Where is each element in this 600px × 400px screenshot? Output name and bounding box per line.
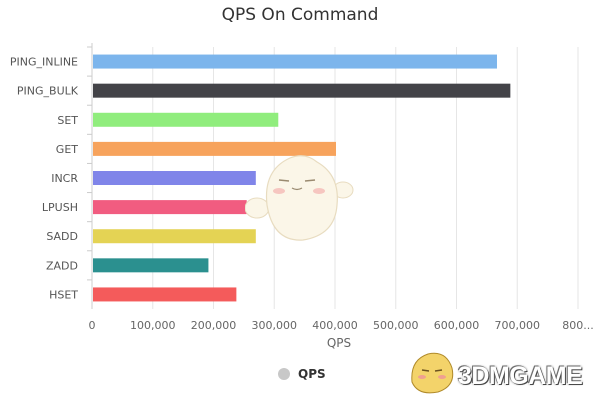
bar — [93, 200, 247, 215]
y-category-label: PING_INLINE — [10, 56, 78, 69]
x-tick-label: 400,000 — [312, 319, 358, 332]
y-category-label: INCR — [51, 172, 78, 185]
bar — [93, 258, 209, 273]
mascot-image — [245, 155, 354, 241]
bars — [93, 54, 511, 302]
x-tick-label: 300,000 — [252, 319, 298, 332]
y-category-label: ZADD — [46, 259, 78, 272]
bar — [93, 112, 279, 127]
legend-label: QPS — [298, 367, 326, 381]
y-category-label: LPUSH — [42, 201, 78, 214]
y-category-label: PING_BULK — [17, 85, 79, 98]
x-tick-label: 0 — [89, 319, 96, 332]
x-tick-label: 200,000 — [191, 319, 237, 332]
bar — [93, 287, 237, 302]
x-axis-title: QPS — [327, 336, 351, 350]
axes: 0 100,000 200,000 300,000 400,000 500,000 600,… — [10, 43, 594, 350]
y-category-label: SET — [57, 114, 78, 127]
bar — [93, 171, 256, 185]
watermark-logo: 3DMGAME — [402, 346, 598, 400]
x-tick-label: 100,000 — [130, 319, 176, 332]
y-category-label: HSET — [49, 288, 78, 301]
watermark-mascot-icon — [411, 352, 454, 394]
chart-title: QPS On Command — [221, 5, 379, 25]
bar — [93, 229, 256, 244]
x-tick-label: 700,000 — [495, 319, 541, 332]
y-category-label: GET — [56, 143, 78, 156]
chart-legend[interactable]: QPS — [278, 364, 326, 384]
bar — [93, 83, 511, 98]
x-tick-label: 800... — [562, 319, 594, 332]
bar — [93, 54, 497, 69]
legend-marker — [278, 368, 290, 380]
bar — [93, 141, 336, 156]
watermark-text: 3DMGAME — [458, 362, 583, 390]
y-category-label: SADD — [46, 230, 78, 243]
x-tick-label: 600,000 — [434, 319, 480, 332]
x-tick-label: 500,000 — [373, 319, 419, 332]
